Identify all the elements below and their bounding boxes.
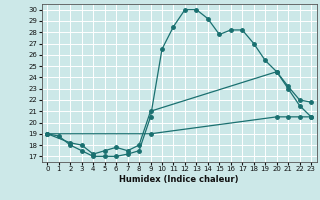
X-axis label: Humidex (Indice chaleur): Humidex (Indice chaleur) [119,175,239,184]
